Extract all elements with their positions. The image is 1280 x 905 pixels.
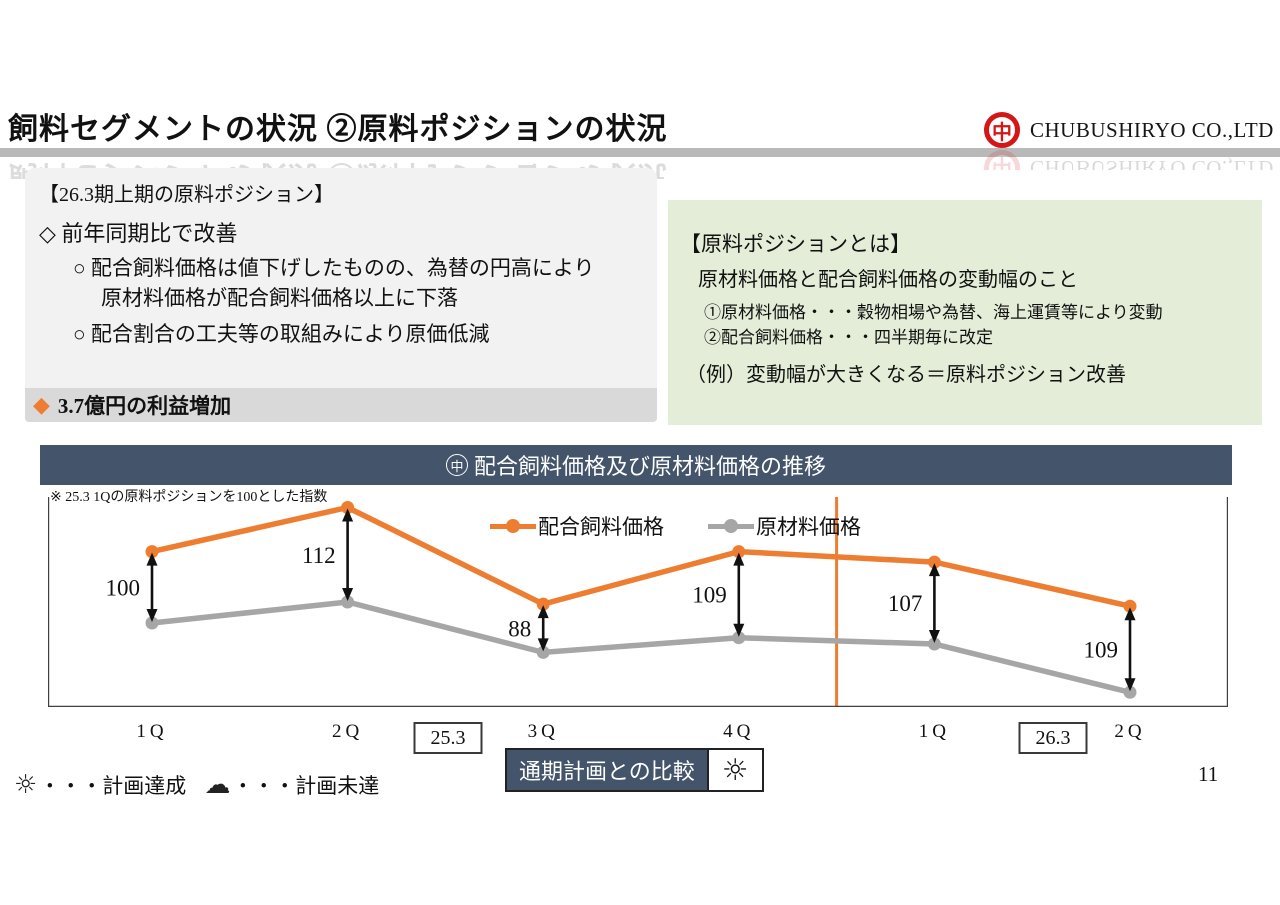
fiscal-period-box-25-3: 25.3 xyxy=(413,722,483,754)
spread-label: 112 xyxy=(302,543,336,568)
chart-point xyxy=(341,595,355,609)
chart-point xyxy=(341,501,355,514)
x-axis-label: 1Q xyxy=(136,721,168,742)
chart-point xyxy=(732,545,746,559)
spread-arrowhead xyxy=(537,638,549,652)
price-trend-chart: 中 配合飼料価格及び原材料価格の推移 ※ 25.3 1Qの原料ポジションを100… xyxy=(40,445,1232,760)
spread-label: 109 xyxy=(1084,637,1119,662)
summary-point: ◇ 前年同期比で改善 xyxy=(39,221,238,246)
spread-arrowhead xyxy=(928,630,940,643)
x-axis-label: 2Q xyxy=(331,721,364,742)
definition-item-1: ①原材料価格・・・穀物相場や為替、海上運賃等により変動 xyxy=(704,303,1163,322)
definition-item-2: ②配合飼料価格・・・四半期毎に改定 xyxy=(704,328,993,347)
summary-heading: 【26.3期上期の原料ポジション】 xyxy=(39,184,334,206)
legend-item: 原材料価格 xyxy=(708,511,861,541)
x-axis-label: 3Q xyxy=(527,721,559,742)
definition-subheading: 原材料価格と配合飼料価格の変動幅のこと xyxy=(698,269,1078,291)
circled-naka-icon: 中 xyxy=(445,454,468,476)
page-title: 飼料セグメントの状況 ②原料ポジションの状況 xyxy=(8,113,668,146)
diamond-bullet-icon: ◆ xyxy=(33,392,50,418)
spread-label: 107 xyxy=(888,591,923,616)
chart-point xyxy=(732,631,746,645)
chart-index-note: ※ 25.3 1Qの原料ポジションを100とした指数 xyxy=(50,490,328,505)
company-name: CHUBUSHIRYO CO.,LTD xyxy=(1030,117,1274,142)
spread-arrowhead xyxy=(342,508,354,522)
title-underline-bar xyxy=(0,148,1280,157)
legend-label: 配合飼料価格 xyxy=(538,515,664,539)
comparison-label: 通期計画との比較 xyxy=(507,750,707,790)
spread-arrowhead xyxy=(146,552,158,566)
summary-subpoint-1-cont: 原材料価格が配合飼料価格以上に下落 xyxy=(101,286,458,310)
chart-line xyxy=(151,504,1131,609)
plan-missed-label: ・・・計画未達 xyxy=(232,774,380,798)
summary-subpoint-1: ○ 配合飼料価格は値下げしたものの、為替の円高により xyxy=(73,256,595,280)
cloud-icon: ☁ xyxy=(204,770,231,800)
spread-arrowhead xyxy=(342,588,354,601)
spread-arrowhead xyxy=(733,623,745,637)
x-axis-label: 1Q xyxy=(918,721,951,742)
chart-point xyxy=(145,616,159,630)
chart-title-bar: 中 配合飼料価格及び原材料価格の推移 xyxy=(40,445,1232,485)
chart-point xyxy=(927,637,941,651)
chart-title: 配合飼料価格及び原材料価格の推移 xyxy=(473,454,826,479)
definition-box: 【原料ポジションとは】 原材料価格と配合飼料価格の変動幅のこと ①原材料価格・・… xyxy=(668,200,1262,425)
company-logo-mark-icon: 中 xyxy=(984,112,1020,148)
comparison-status-sun-icon: ☼ xyxy=(706,750,762,790)
fiscal-period-box-26-3: 26.3 xyxy=(1018,722,1088,754)
page-number: 11 xyxy=(1198,762,1219,786)
full-year-plan-comparison: 通期計画との比較 ☼ xyxy=(505,748,764,792)
chart-point xyxy=(1123,685,1137,699)
spread-label: 88 xyxy=(508,616,531,641)
spread-arrowhead xyxy=(537,605,549,619)
company-logo: 中 CHUBUSHIRYO CO.,LTD xyxy=(984,112,1274,148)
spread-arrowhead xyxy=(1124,678,1136,692)
chart-point xyxy=(145,545,159,559)
spread-arrowhead xyxy=(733,552,745,566)
chart-body: ※ 25.3 1Qの原料ポジションを100とした指数 100 112 88 109 10… xyxy=(40,485,1232,760)
x-axis-label: 2Q xyxy=(1114,721,1146,742)
definition-example: （例）変動幅が大きくなる＝原料ポジション改善 xyxy=(686,364,1126,386)
chart-point xyxy=(536,645,550,659)
chart-line xyxy=(151,599,1131,695)
weather-legend: ☼ ・・・計画達成 ☁ ・・・計画未達 xyxy=(14,770,379,800)
spread-arrowhead xyxy=(146,609,158,622)
profit-highlight-strip: ◆ 3.7億円の利益増加 xyxy=(25,388,657,422)
chart-legend: 配合飼料価格 原材料価格 xyxy=(490,511,861,541)
summary-subpoint-2: ○ 配合割合の工夫等の取組みにより原価低減 xyxy=(73,322,490,346)
chart-point xyxy=(927,555,941,569)
sun-icon: ☼ xyxy=(14,770,38,800)
legend-marker-icon xyxy=(490,518,536,533)
legend-label: 原材料価格 xyxy=(756,515,861,539)
legend-marker-icon xyxy=(708,518,754,533)
x-axis-label: 4Q xyxy=(723,721,755,742)
chart-point xyxy=(1123,599,1137,613)
spread-label: 100 xyxy=(106,575,141,600)
spread-arrowhead xyxy=(928,563,940,577)
plan-achieved-label: ・・・計画達成 xyxy=(39,774,187,798)
chart-point xyxy=(536,597,550,611)
spread-arrowhead xyxy=(1124,607,1136,621)
legend-item: 配合飼料価格 xyxy=(490,511,664,541)
definition-heading: 【原料ポジションとは】 xyxy=(680,232,911,256)
spread-label: 109 xyxy=(692,583,727,608)
profit-highlight-text: 3.7億円の利益増加 xyxy=(57,394,232,418)
summary-box: 【26.3期上期の原料ポジション】 ◇ 前年同期比で改善 ○ 配合飼料価格は値下… xyxy=(25,168,657,422)
price-trend-plot: 100 112 88 109 107 109 xyxy=(48,497,1228,707)
